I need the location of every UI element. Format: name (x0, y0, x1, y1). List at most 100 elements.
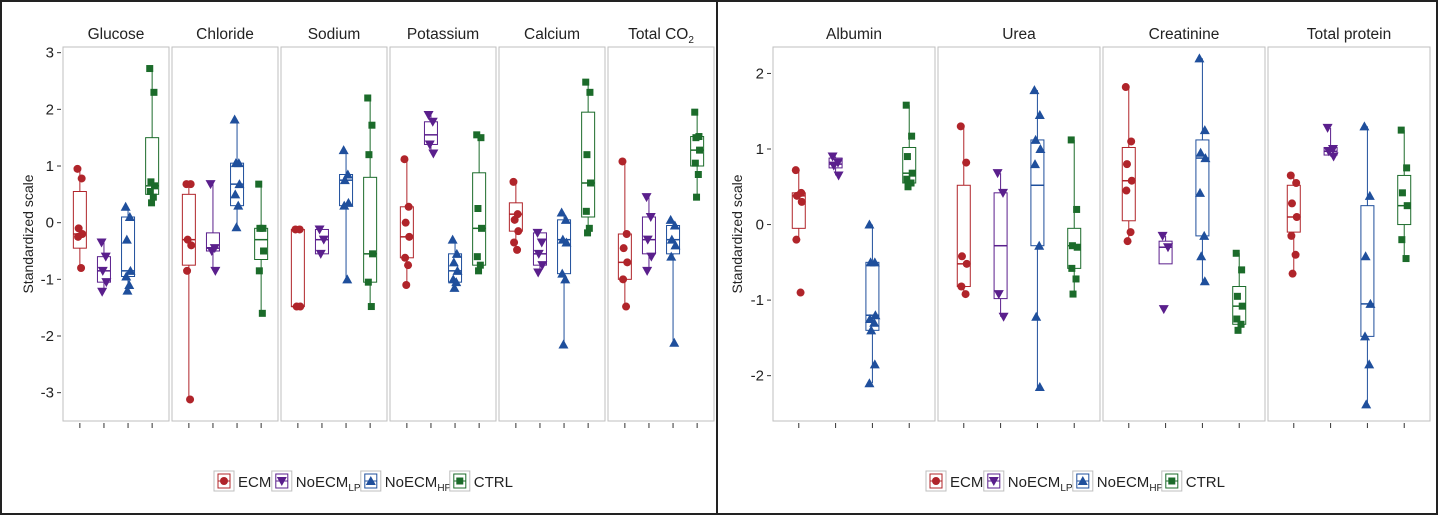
legend-label: CTRL (1186, 474, 1225, 491)
data-point (1068, 264, 1076, 272)
data-point (1238, 266, 1246, 274)
data-point (582, 78, 590, 86)
legend-item-ctrl: CTRL (449, 470, 513, 492)
data-point (619, 275, 628, 284)
series-noecm-hp (338, 145, 354, 428)
legend-label-subscript: HP (1149, 483, 1163, 494)
data-point (642, 266, 653, 276)
data-point (296, 302, 305, 311)
data-point (473, 253, 481, 261)
data-point (666, 251, 677, 261)
data-point (646, 252, 657, 262)
series-ctrl (145, 65, 160, 428)
data-point (645, 213, 656, 222)
data-point (230, 189, 241, 199)
data-point (993, 290, 1004, 300)
data-point (96, 238, 107, 248)
series-ecm (72, 164, 87, 428)
data-point (255, 267, 263, 275)
data-point (903, 175, 911, 183)
data-point (477, 134, 485, 142)
data-point (561, 237, 572, 247)
series-noecm-hp (1194, 53, 1211, 428)
data-point (404, 202, 413, 211)
data-point (122, 285, 133, 295)
data-point (478, 224, 486, 232)
data-point (509, 177, 518, 186)
data-point (1031, 311, 1042, 321)
legend-label: ECM (950, 474, 983, 491)
data-point (183, 235, 192, 244)
data-point (586, 88, 594, 96)
data-point (1199, 230, 1210, 240)
series-noecm-hp (120, 201, 136, 428)
data-point (1200, 153, 1211, 163)
data-point (474, 205, 482, 212)
data-point (791, 166, 800, 175)
data-point (369, 250, 377, 258)
facet-panel (937, 46, 1101, 422)
legend-marker (932, 477, 940, 485)
data-point (908, 132, 916, 140)
data-point (1234, 326, 1242, 334)
series-noecm-hp (447, 234, 463, 428)
data-point (452, 265, 463, 275)
data-point (1364, 190, 1375, 200)
data-point (210, 266, 221, 276)
data-point (1292, 213, 1301, 221)
legend: ECM NoECMLP NoECMHP CTRL (925, 470, 1225, 494)
data-point (101, 278, 112, 288)
data-point (365, 151, 373, 159)
data-point (908, 169, 916, 177)
data-point (1402, 255, 1410, 263)
data-point (1034, 382, 1045, 391)
series-ctrl (363, 94, 378, 428)
data-point (451, 248, 462, 258)
data-point (537, 261, 548, 271)
data-point (447, 234, 458, 244)
data-point (962, 259, 971, 268)
data-point (1232, 249, 1240, 257)
data-point (401, 253, 410, 262)
legend-item-noecm-hp: NoECMHP (360, 470, 452, 494)
data-point (149, 193, 157, 201)
data-point (449, 282, 460, 292)
legend: ECM NoECMLP NoECMHP CTRL (213, 470, 513, 494)
data-point (1030, 159, 1041, 169)
data-point (1365, 298, 1376, 308)
y-tick-label: -3 (41, 385, 54, 402)
facet-title: Calcium (524, 26, 580, 43)
data-point (1073, 243, 1081, 251)
data-point (533, 268, 544, 278)
facet-creatinine: Creatinine (1102, 26, 1266, 428)
legend-marker (1077, 476, 1088, 485)
data-point (1292, 179, 1301, 187)
data-point (618, 157, 627, 166)
data-point (1122, 186, 1131, 195)
facet-title: Glucose (88, 26, 145, 43)
data-point (205, 180, 216, 190)
data-point (1327, 145, 1338, 154)
series-noecm-hp (1029, 85, 1046, 428)
data-point (692, 134, 700, 142)
series-noecm-lp (992, 169, 1009, 428)
box (581, 111, 596, 218)
data-point (125, 265, 136, 275)
legend-marker (988, 477, 999, 486)
series-ecm (1121, 83, 1136, 428)
data-point (865, 314, 876, 323)
facet-title: Urea (1002, 26, 1036, 43)
y-tick-label: -2 (41, 328, 54, 345)
data-point (962, 158, 971, 167)
data-point (1195, 147, 1206, 157)
legend-item-noecm-lp: NoECMLP (271, 470, 361, 494)
data-point (1361, 399, 1372, 409)
series-noecm-hp (665, 214, 681, 428)
facet-title: Creatinine (1149, 26, 1220, 43)
data-point (295, 225, 304, 234)
data-point (74, 224, 83, 233)
y-axis-label: Standardized scale (729, 174, 745, 293)
data-point (121, 271, 132, 281)
data-point (691, 108, 699, 116)
